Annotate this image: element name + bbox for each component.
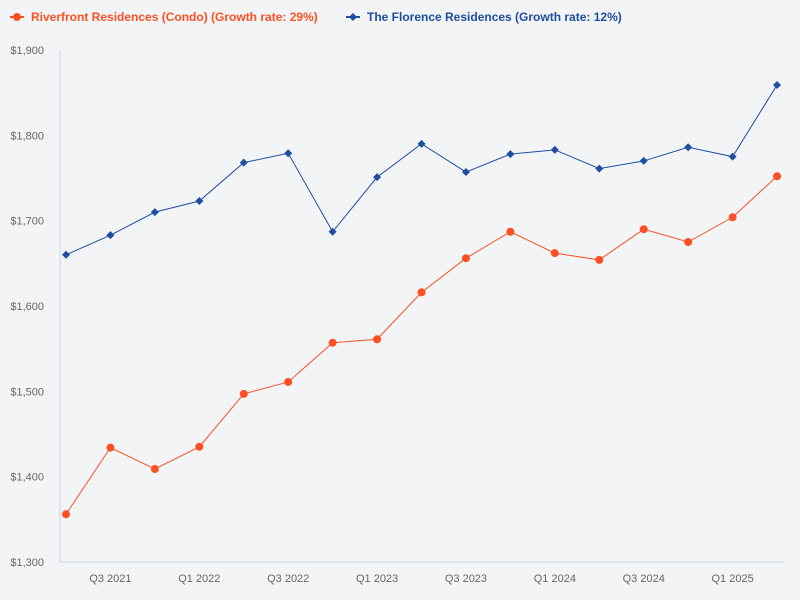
data-point[interactable] — [284, 377, 293, 386]
data-point[interactable] — [550, 249, 559, 258]
series-riverfront — [62, 172, 782, 519]
data-point[interactable] — [639, 156, 648, 165]
data-point[interactable] — [773, 80, 782, 89]
data-point[interactable] — [328, 338, 337, 347]
legend-marker-diamond-icon — [349, 13, 357, 21]
data-point[interactable] — [284, 149, 293, 158]
data-point[interactable] — [417, 139, 426, 148]
legend-label: The Florence Residences (Growth rate: 12… — [367, 10, 622, 24]
y-tick-label: $1,300 — [10, 557, 44, 569]
data-point[interactable] — [373, 335, 382, 344]
y-tick-label: $1,700 — [10, 216, 44, 228]
x-tick-label: Q1 2025 — [711, 573, 753, 585]
data-point[interactable] — [195, 197, 204, 206]
x-tick-label: Q3 2022 — [267, 573, 309, 585]
data-point[interactable] — [328, 227, 337, 236]
legend-marker-circle-icon — [13, 13, 21, 21]
data-point[interactable] — [150, 208, 159, 217]
legend-item-riverfront[interactable]: Riverfront Residences (Condo) (Growth ra… — [10, 10, 318, 24]
x-tick-label: Q3 2021 — [89, 573, 131, 585]
data-point[interactable] — [239, 389, 248, 398]
y-tick-label: $1,800 — [10, 130, 44, 142]
data-point[interactable] — [150, 464, 159, 473]
data-point[interactable] — [239, 158, 248, 167]
series-line — [65, 175, 778, 515]
data-point[interactable] — [461, 168, 470, 177]
x-tick-label: Q3 2023 — [445, 573, 487, 585]
data-point[interactable] — [62, 250, 70, 259]
data-point[interactable] — [595, 255, 604, 264]
data-point[interactable] — [550, 145, 559, 154]
x-tick-label: Q1 2023 — [356, 573, 398, 585]
data-point[interactable] — [506, 150, 515, 159]
data-point[interactable] — [595, 164, 604, 173]
data-point[interactable] — [417, 288, 426, 297]
data-point[interactable] — [639, 225, 648, 234]
data-point[interactable] — [461, 254, 470, 263]
legend-item-florence[interactable]: The Florence Residences (Growth rate: 12… — [346, 10, 622, 24]
data-point[interactable] — [62, 510, 70, 519]
data-point[interactable] — [728, 213, 737, 222]
data-point[interactable] — [684, 143, 693, 152]
data-point[interactable] — [373, 173, 382, 182]
x-tick-label: Q1 2022 — [178, 573, 220, 585]
x-tick-label: Q1 2024 — [534, 573, 576, 585]
series-line — [65, 84, 778, 256]
y-tick-label: $1,400 — [10, 472, 44, 484]
x-tick-label: Q3 2024 — [623, 573, 665, 585]
data-point[interactable] — [684, 238, 693, 246]
legend-label: Riverfront Residences (Condo) (Growth ra… — [31, 10, 318, 24]
data-point[interactable] — [106, 231, 115, 240]
data-point[interactable] — [728, 152, 737, 161]
data-point[interactable] — [106, 443, 115, 452]
legend: Riverfront Residences (Condo) (Growth ra… — [10, 10, 622, 24]
series-florence — [62, 80, 782, 259]
data-point[interactable] — [195, 442, 204, 451]
data-point[interactable] — [506, 227, 515, 236]
y-tick-label: $1,500 — [10, 386, 44, 398]
y-tick-label: $1,600 — [10, 301, 44, 313]
y-tick-label: $1,900 — [10, 45, 44, 57]
data-point[interactable] — [773, 172, 782, 181]
